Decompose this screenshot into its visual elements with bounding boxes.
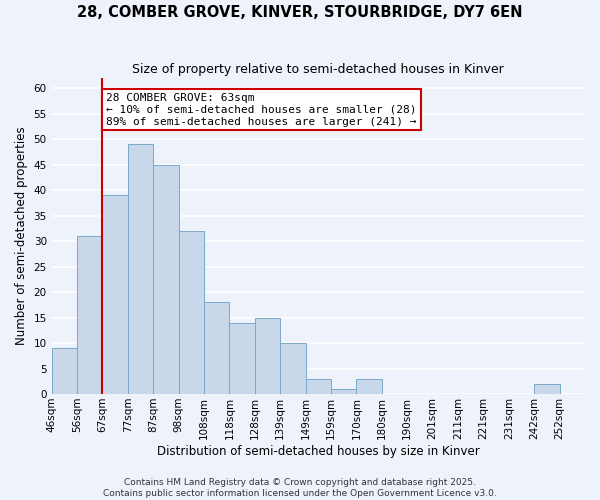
Bar (255, 318, 280, 394)
Bar (229, 322, 255, 394)
Bar (179, 231, 204, 394)
Bar (103, 196, 128, 394)
Bar (77, 236, 103, 394)
X-axis label: Distribution of semi-detached houses by size in Kinver: Distribution of semi-detached houses by … (157, 444, 480, 458)
Bar (534, 384, 560, 394)
Bar (280, 343, 305, 394)
Text: Contains HM Land Registry data © Crown copyright and database right 2025.
Contai: Contains HM Land Registry data © Crown c… (103, 478, 497, 498)
Bar (128, 144, 153, 394)
Y-axis label: Number of semi-detached properties: Number of semi-detached properties (15, 126, 28, 346)
Bar (204, 302, 229, 394)
Bar (153, 164, 179, 394)
Bar (356, 379, 382, 394)
Text: 28, COMBER GROVE, KINVER, STOURBRIDGE, DY7 6EN: 28, COMBER GROVE, KINVER, STOURBRIDGE, D… (77, 5, 523, 20)
Bar (331, 389, 356, 394)
Bar (305, 379, 331, 394)
Bar (52, 348, 77, 394)
Text: 28 COMBER GROVE: 63sqm
← 10% of semi-detached houses are smaller (28)
89% of sem: 28 COMBER GROVE: 63sqm ← 10% of semi-det… (106, 94, 417, 126)
Title: Size of property relative to semi-detached houses in Kinver: Size of property relative to semi-detach… (133, 62, 504, 76)
